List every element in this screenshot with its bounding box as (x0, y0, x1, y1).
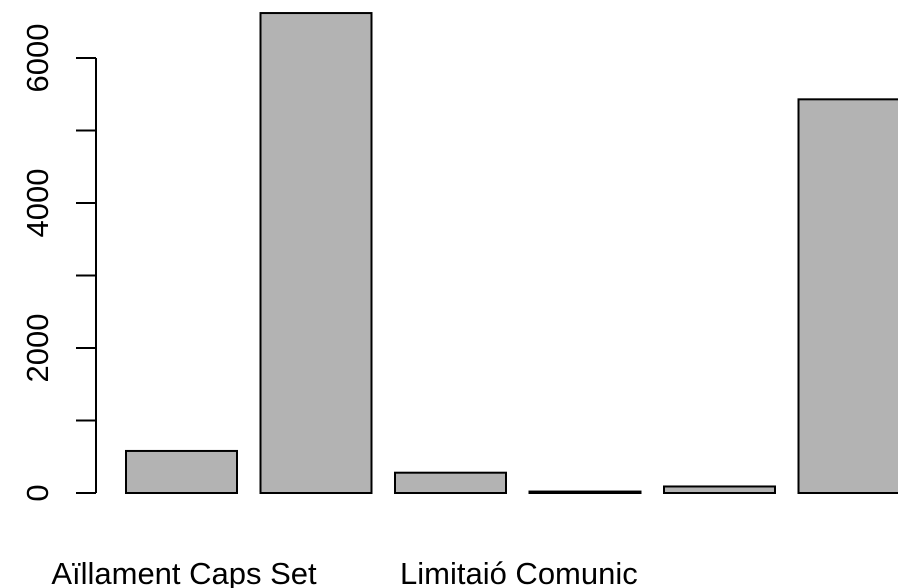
y-tick-label: 0 (20, 484, 55, 501)
y-tick-label: 6000 (20, 24, 55, 93)
x-axis-labels: Aïllament Caps Set Limitaió Comunic (51, 556, 637, 588)
y-tick-label: 4000 (20, 169, 55, 238)
bar (394, 471, 507, 495)
bar (797, 98, 898, 494)
x-tick-label: Aïllament Caps Set (51, 556, 317, 588)
x-tick-label: Limitaió Comunic (400, 556, 638, 588)
y-tick-label: 2000 (20, 314, 55, 383)
bar (528, 490, 642, 494)
bar (259, 12, 373, 495)
y-axis: 0 2000 4000 6000 (20, 24, 97, 502)
bar (663, 485, 776, 495)
bar (125, 449, 238, 495)
bars (125, 12, 898, 495)
